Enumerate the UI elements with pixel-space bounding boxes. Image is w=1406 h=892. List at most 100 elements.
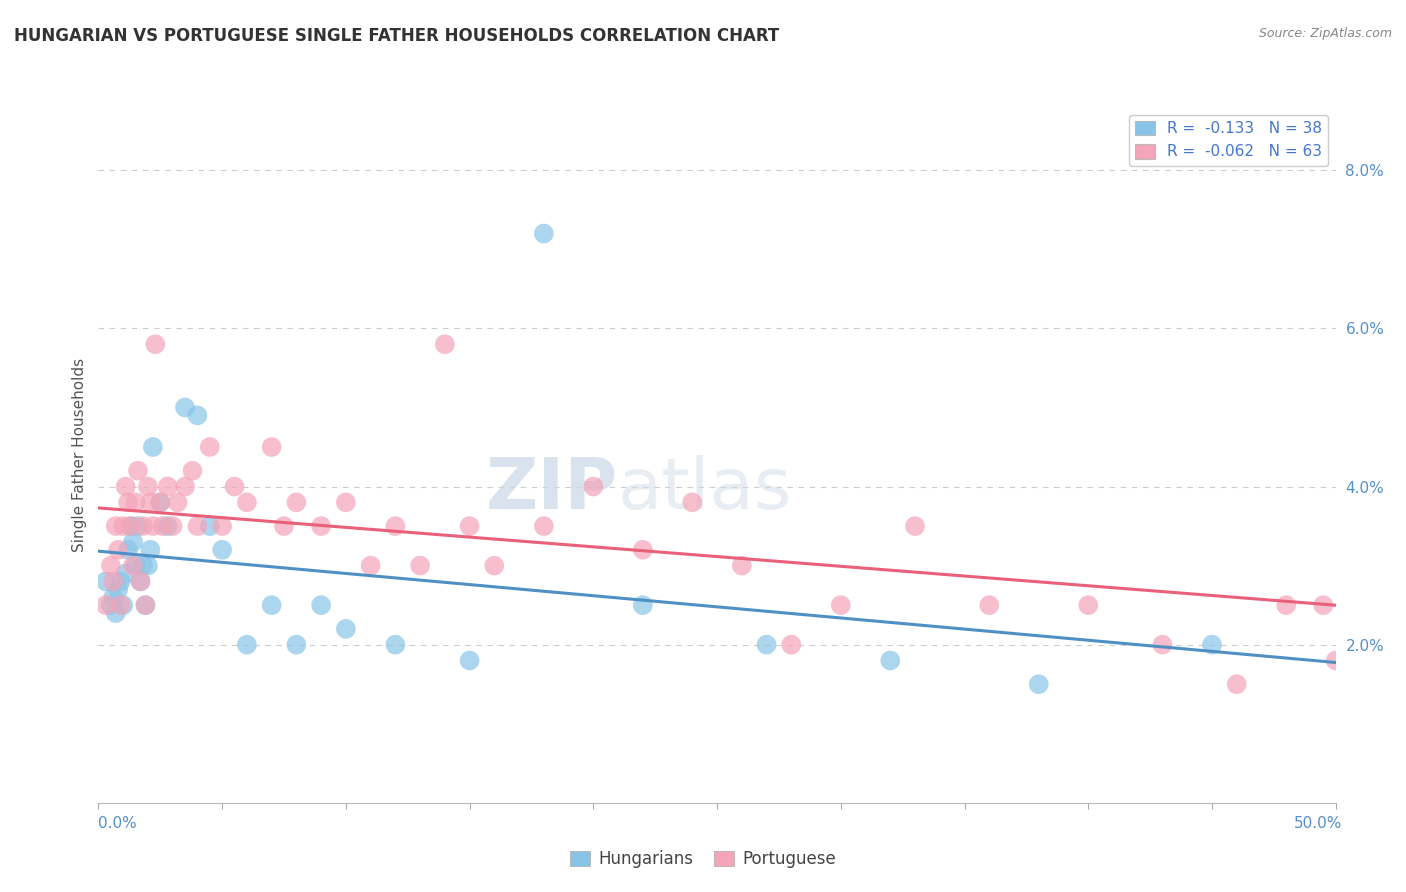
Point xyxy=(1201,638,1223,652)
Point xyxy=(139,495,162,509)
Point xyxy=(136,558,159,573)
Point xyxy=(731,558,754,573)
Point xyxy=(156,479,179,493)
Point xyxy=(104,519,127,533)
Point xyxy=(211,519,233,533)
Point xyxy=(114,479,136,493)
Point xyxy=(1337,360,1360,375)
Point xyxy=(142,440,165,454)
Point xyxy=(755,638,778,652)
Point xyxy=(112,519,135,533)
Point xyxy=(134,598,156,612)
Point xyxy=(631,598,654,612)
Point xyxy=(166,495,188,509)
Point xyxy=(139,542,162,557)
Point xyxy=(124,558,146,573)
Point xyxy=(211,542,233,557)
Point xyxy=(285,638,308,652)
Point xyxy=(1028,677,1050,691)
Point xyxy=(142,519,165,533)
Point xyxy=(104,606,127,620)
Legend: R =  -0.133   N = 38, R =  -0.062   N = 63: R = -0.133 N = 38, R = -0.062 N = 63 xyxy=(1129,115,1329,166)
Point xyxy=(1399,653,1406,667)
Point xyxy=(100,598,122,612)
Point xyxy=(103,591,125,605)
Point xyxy=(198,519,221,533)
Point xyxy=(186,409,208,423)
Point xyxy=(384,638,406,652)
Point xyxy=(260,440,283,454)
Point xyxy=(309,598,332,612)
Point xyxy=(335,622,357,636)
Point xyxy=(1324,653,1347,667)
Point xyxy=(236,495,259,509)
Point xyxy=(879,653,901,667)
Point xyxy=(114,566,136,581)
Point xyxy=(122,535,145,549)
Point xyxy=(94,598,117,612)
Point xyxy=(127,464,149,478)
Point xyxy=(149,495,172,509)
Y-axis label: Single Father Households: Single Father Households xyxy=(72,358,87,552)
Point xyxy=(1077,598,1099,612)
Point xyxy=(103,574,125,589)
Text: Source: ZipAtlas.com: Source: ZipAtlas.com xyxy=(1258,27,1392,40)
Text: HUNGARIAN VS PORTUGUESE SINGLE FATHER HOUSEHOLDS CORRELATION CHART: HUNGARIAN VS PORTUGUESE SINGLE FATHER HO… xyxy=(14,27,779,45)
Point xyxy=(107,582,129,597)
Point xyxy=(1350,574,1372,589)
Point xyxy=(110,574,132,589)
Point xyxy=(110,598,132,612)
Point xyxy=(409,558,432,573)
Point xyxy=(186,519,208,533)
Text: ZIP: ZIP xyxy=(486,455,619,524)
Point xyxy=(149,495,172,509)
Point xyxy=(360,558,382,573)
Point xyxy=(904,519,927,533)
Point xyxy=(120,519,142,533)
Point xyxy=(631,542,654,557)
Point xyxy=(112,598,135,612)
Point xyxy=(582,479,605,493)
Point xyxy=(384,519,406,533)
Point xyxy=(236,638,259,652)
Point xyxy=(117,495,139,509)
Point xyxy=(132,558,155,573)
Point xyxy=(162,519,184,533)
Point xyxy=(100,558,122,573)
Point xyxy=(533,519,555,533)
Point xyxy=(136,479,159,493)
Point xyxy=(273,519,295,533)
Legend: Hungarians, Portuguese: Hungarians, Portuguese xyxy=(564,844,842,875)
Point xyxy=(285,495,308,509)
Point xyxy=(174,401,197,415)
Point xyxy=(181,464,204,478)
Point xyxy=(681,495,703,509)
Point xyxy=(1275,598,1298,612)
Point xyxy=(433,337,456,351)
Point xyxy=(129,574,152,589)
Point xyxy=(94,574,117,589)
Text: 0.0%: 0.0% xyxy=(98,816,138,831)
Point xyxy=(198,440,221,454)
Point xyxy=(122,558,145,573)
Point xyxy=(830,598,852,612)
Point xyxy=(127,519,149,533)
Point xyxy=(335,495,357,509)
Point xyxy=(1226,677,1249,691)
Point xyxy=(533,227,555,241)
Point xyxy=(780,638,803,652)
Point xyxy=(224,479,246,493)
Point xyxy=(134,598,156,612)
Text: atlas: atlas xyxy=(619,455,793,524)
Point xyxy=(129,574,152,589)
Point xyxy=(107,542,129,557)
Point xyxy=(458,653,481,667)
Point xyxy=(1374,598,1396,612)
Point xyxy=(156,519,179,533)
Text: 50.0%: 50.0% xyxy=(1295,816,1343,831)
Point xyxy=(124,495,146,509)
Point xyxy=(117,542,139,557)
Point xyxy=(1312,598,1334,612)
Point xyxy=(260,598,283,612)
Point xyxy=(979,598,1001,612)
